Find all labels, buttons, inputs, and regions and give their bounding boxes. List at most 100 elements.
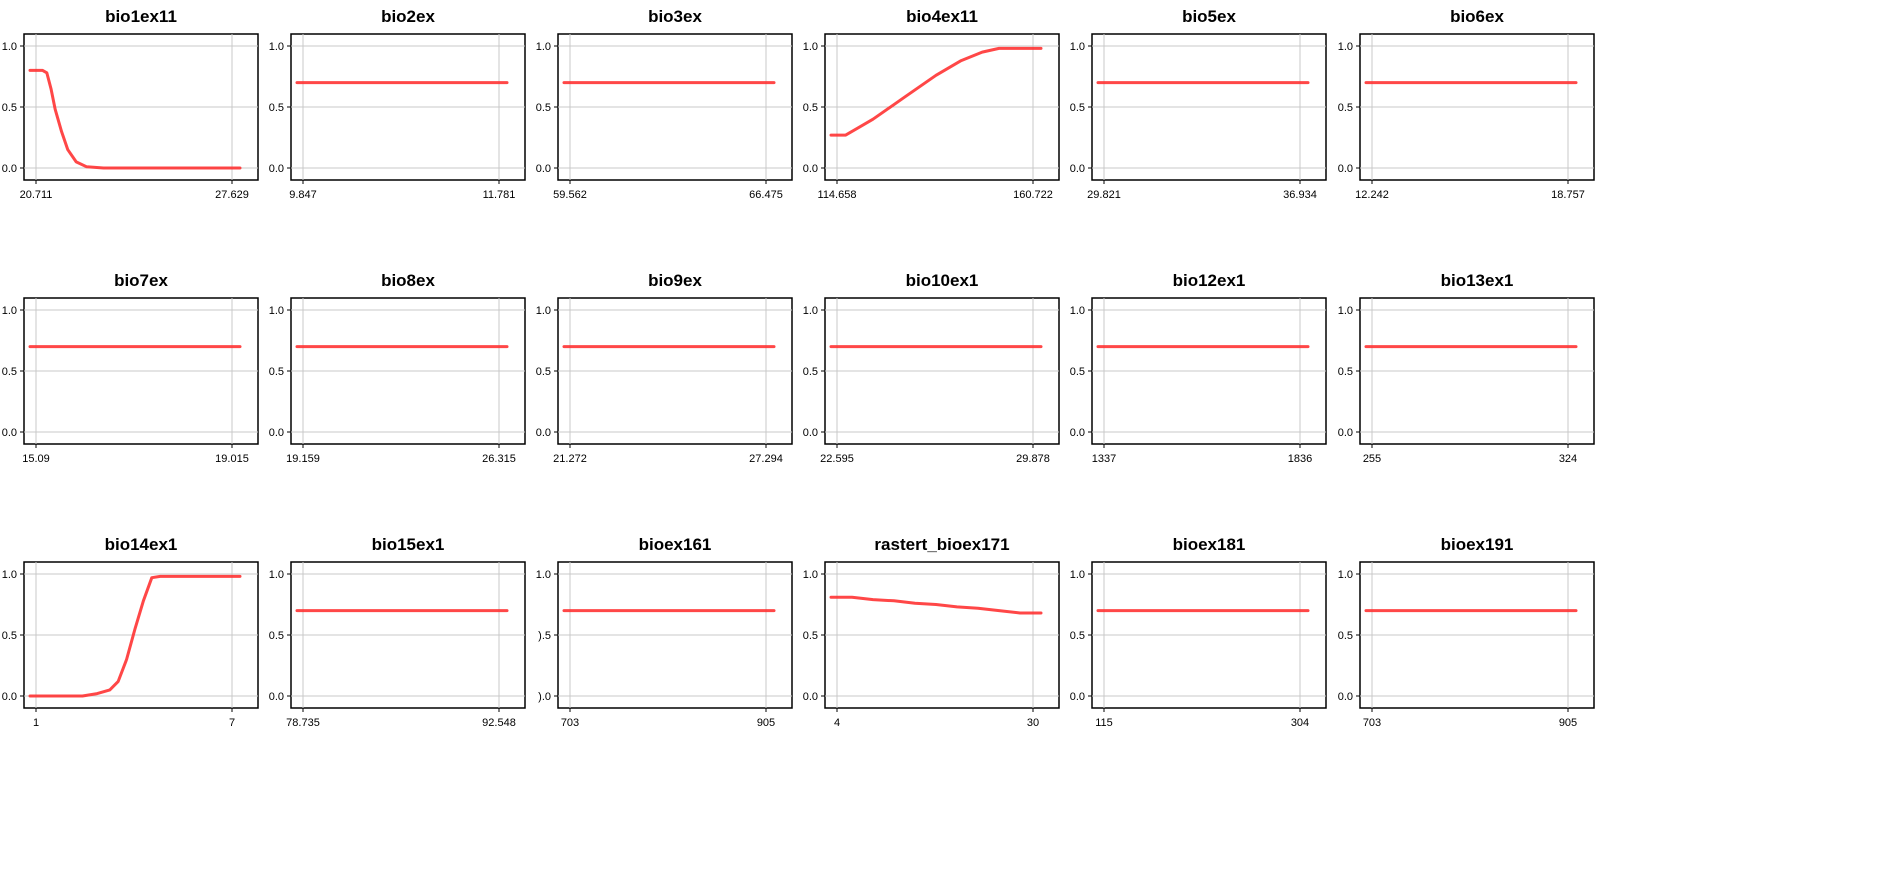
y-tick-label: 1.0 [1338, 41, 1353, 53]
y-tick-label: 0.0 [803, 427, 818, 439]
chart-title: bio8ex [381, 271, 435, 290]
x-tick-label: 1836 [1288, 453, 1312, 464]
y-tick-label: 0.5 [1338, 102, 1353, 114]
y-tick-label: 0.0 [2, 691, 17, 703]
response-chart-6: bio6ex 0.0 0.5 1.0 12.242 18.757 [1338, 7, 1595, 200]
x-tick-label: 78.735 [286, 717, 320, 728]
x-tick-label: 22.595 [820, 453, 854, 464]
y-tick-label: ).5 [538, 630, 551, 642]
y-tick-label: 1.0 [536, 569, 551, 581]
y-tick-label: 1.0 [2, 41, 17, 53]
y-tick-label: 1.0 [269, 569, 284, 581]
response-chart-4: bio4ex11 0.0 0.5 1.0 114.658 160.722 [803, 7, 1060, 200]
y-tick-label: 1.0 [536, 41, 551, 53]
y-tick-label: 1.0 [803, 305, 818, 317]
x-tick-label: 12.242 [1355, 189, 1389, 200]
x-tick-label: 304 [1291, 717, 1309, 728]
response-chart-11: bio12ex1 0.0 0.5 1.0 1337 1836 [1070, 271, 1327, 464]
response-curve [28, 68, 242, 170]
y-tick-label: 0.5 [1338, 366, 1353, 378]
y-tick-label: 0.0 [2, 163, 17, 175]
chart-title: bioex161 [639, 535, 712, 554]
x-tick-label: 15.09 [22, 453, 50, 464]
y-tick-label: 0.5 [803, 630, 818, 642]
y-tick-label: 0.5 [803, 102, 818, 114]
x-tick-label: 29.878 [1016, 453, 1050, 464]
x-tick-label: 255 [1363, 453, 1381, 464]
chart-title: bio15ex1 [372, 535, 445, 554]
y-tick-label: 0.5 [269, 102, 284, 114]
y-tick-label: 0.5 [1070, 630, 1085, 642]
y-tick-label: 0.5 [803, 366, 818, 378]
response-chart-12: bio13ex1 0.0 0.5 1.0 255 324 [1338, 271, 1595, 464]
response-curve [829, 46, 1043, 137]
x-tick-label: 19.159 [286, 453, 320, 464]
chart-title: bio3ex [648, 7, 702, 26]
y-tick-label: 0.0 [803, 163, 818, 175]
x-tick-label: 27.629 [215, 189, 249, 200]
x-tick-label: 9.847 [289, 189, 317, 200]
response-chart-8: bio8ex 0.0 0.5 1.0 19.159 26.315 [269, 271, 526, 464]
response-chart-13: bio14ex1 0.0 0.5 1.0 1 7 [2, 535, 259, 728]
y-tick-label: 1.0 [536, 305, 551, 317]
chart-title: bio7ex [114, 271, 168, 290]
y-tick-label: 0.5 [1070, 366, 1085, 378]
y-tick-label: 0.0 [2, 427, 17, 439]
chart-title: bio12ex1 [1173, 271, 1246, 290]
y-tick-label: 0.5 [2, 366, 17, 378]
y-tick-label: 1.0 [1070, 41, 1085, 53]
chart-title: bioex181 [1173, 535, 1246, 554]
y-tick-label: 1.0 [269, 305, 284, 317]
response-chart-2: bio2ex 0.0 0.5 1.0 9.847 11.781 [269, 7, 526, 200]
x-tick-label: 905 [757, 717, 775, 728]
x-tick-label: 19.015 [215, 453, 249, 464]
y-tick-label: 0.0 [269, 427, 284, 439]
x-tick-label: 160.722 [1013, 189, 1053, 200]
y-tick-label: 0.0 [1338, 163, 1353, 175]
response-chart-17: bioex181 0.0 0.5 1.0 115 304 [1070, 535, 1327, 728]
y-tick-label: 0.0 [803, 691, 818, 703]
chart-title: bio1ex11 [105, 7, 177, 26]
chart-title: bio6ex [1450, 7, 1504, 26]
chart-title: rastert_bioex171 [874, 535, 1009, 554]
x-tick-label: 30 [1027, 717, 1039, 728]
y-tick-label: 0.5 [2, 630, 17, 642]
y-tick-label: 1.0 [2, 569, 17, 581]
y-tick-label: 0.5 [269, 366, 284, 378]
y-tick-label: 0.5 [536, 102, 551, 114]
y-tick-label: 0.0 [269, 691, 284, 703]
y-tick-label: 0.0 [1338, 691, 1353, 703]
x-tick-label: 92.548 [482, 717, 516, 728]
y-tick-label: ).0 [538, 691, 551, 703]
y-tick-label: 0.5 [1338, 630, 1353, 642]
response-curve [829, 595, 1043, 615]
x-tick-label: 29.821 [1087, 189, 1121, 200]
y-tick-label: 0.0 [1338, 427, 1353, 439]
chart-title: bio9ex [648, 271, 702, 290]
x-tick-label: 905 [1559, 717, 1577, 728]
x-tick-label: 114.658 [818, 189, 857, 200]
x-tick-label: 36.934 [1283, 189, 1317, 200]
response-chart-10: bio10ex1 0.0 0.5 1.0 22.595 29.878 [803, 271, 1060, 464]
y-tick-label: 1.0 [2, 305, 17, 317]
x-tick-label: 324 [1559, 453, 1577, 464]
x-tick-label: 115 [1095, 717, 1113, 728]
x-tick-label: 59.562 [553, 189, 587, 200]
x-tick-label: 1337 [1092, 453, 1116, 464]
y-tick-label: 0.5 [536, 366, 551, 378]
y-tick-label: 1.0 [269, 41, 284, 53]
y-tick-label: 0.5 [2, 102, 17, 114]
x-tick-label: 11.781 [483, 189, 516, 200]
y-tick-label: 0.0 [1070, 691, 1085, 703]
y-tick-label: 1.0 [803, 41, 818, 53]
y-tick-label: 0.0 [1070, 163, 1085, 175]
response-chart-9: bio9ex 0.0 0.5 1.0 21.272 27.294 [536, 271, 793, 464]
y-tick-label: 0.0 [269, 163, 284, 175]
response-chart-15: bioex161).0).5 1.0 703 905 [536, 535, 793, 728]
y-tick-label: 1.0 [1070, 305, 1085, 317]
x-tick-label: 1 [33, 717, 39, 728]
x-tick-label: 20.711 [20, 189, 53, 200]
response-chart-1: bio1ex11 0.0 0.5 1.0 20.711 27.629 [2, 7, 259, 200]
chart-title: bio10ex1 [906, 271, 979, 290]
